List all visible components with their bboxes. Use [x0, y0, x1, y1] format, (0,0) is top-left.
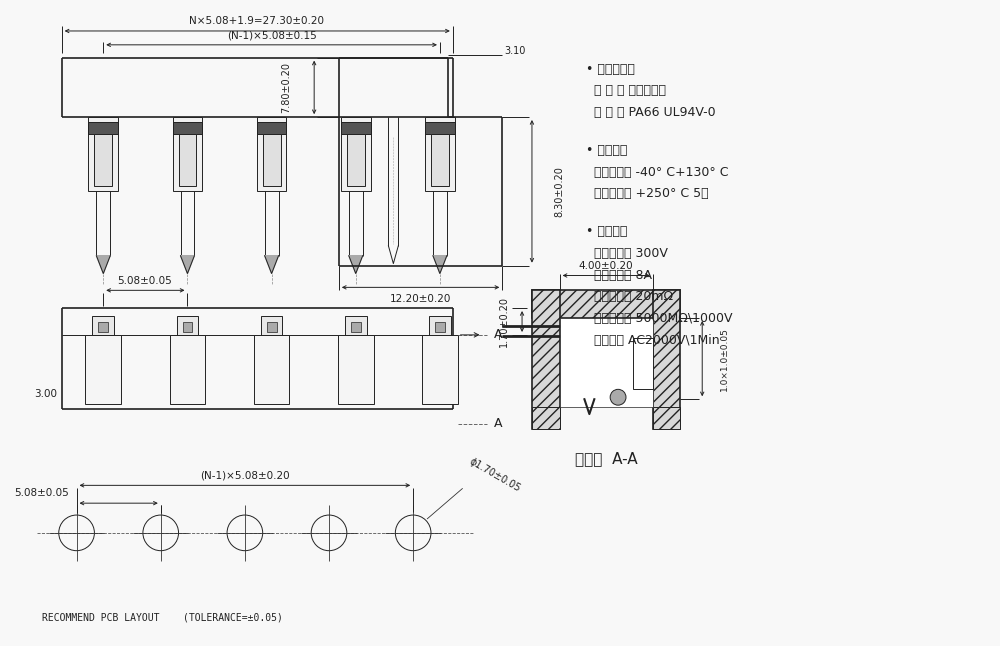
- Bar: [85, 335, 121, 342]
- Bar: [653, 407, 680, 429]
- Text: 5.08±0.05: 5.08±0.05: [118, 276, 172, 286]
- Bar: [261, 316, 282, 338]
- Text: 耐电压： AC2000V\1Min: 耐电压： AC2000V\1Min: [586, 334, 720, 347]
- Bar: [254, 335, 289, 342]
- Text: (N-1)×5.08±0.15: (N-1)×5.08±0.15: [227, 31, 316, 41]
- Bar: [173, 117, 202, 191]
- Bar: [257, 122, 286, 134]
- Bar: [653, 290, 680, 429]
- Polygon shape: [265, 256, 279, 273]
- Bar: [341, 117, 371, 191]
- Bar: [257, 117, 286, 191]
- Bar: [170, 335, 205, 342]
- Text: 焊 针 ： 黄銅，镍锡: 焊 针 ： 黄銅，镍锡: [586, 85, 666, 98]
- Bar: [88, 122, 118, 134]
- Polygon shape: [96, 256, 110, 273]
- Text: A: A: [494, 328, 503, 341]
- Text: RECOMMEND PCB LAYOUT    (TOLERANCE=±0.05): RECOMMEND PCB LAYOUT (TOLERANCE=±0.05): [42, 612, 283, 622]
- Bar: [435, 322, 445, 332]
- Bar: [177, 316, 198, 338]
- Bar: [560, 318, 653, 407]
- Text: 1.70±0.20: 1.70±0.20: [499, 295, 509, 346]
- Text: • 机械性能: • 机械性能: [586, 144, 628, 157]
- Text: 3.10: 3.10: [504, 46, 526, 56]
- Bar: [338, 335, 374, 342]
- Bar: [633, 338, 653, 390]
- Bar: [422, 335, 458, 404]
- Text: • 电气性能: • 电气性能: [586, 225, 628, 238]
- Bar: [170, 335, 205, 404]
- Text: 5.08±0.05: 5.08±0.05: [14, 488, 69, 498]
- Bar: [532, 290, 560, 429]
- Bar: [183, 322, 192, 332]
- Bar: [429, 316, 451, 338]
- Polygon shape: [433, 256, 447, 273]
- Bar: [98, 322, 108, 332]
- Bar: [85, 335, 121, 404]
- Text: 剖面图  A-A: 剖面图 A-A: [575, 451, 638, 466]
- Text: (N-1)×5.08±0.20: (N-1)×5.08±0.20: [200, 470, 290, 481]
- Bar: [532, 290, 680, 318]
- Bar: [341, 122, 371, 134]
- Text: 4.00±0.20: 4.00±0.20: [579, 260, 634, 271]
- Text: 绝缘电阴： 5000MΩ\1000V: 绝缘电阴： 5000MΩ\1000V: [586, 312, 733, 325]
- Text: ϕ1.70±0.05: ϕ1.70±0.05: [468, 457, 522, 494]
- Bar: [267, 322, 277, 332]
- Bar: [351, 322, 361, 332]
- Bar: [338, 335, 374, 404]
- Bar: [345, 316, 367, 338]
- Text: 3.00: 3.00: [34, 390, 57, 399]
- Text: 瞬时温度： +250° C 5秒: 瞬时温度： +250° C 5秒: [586, 187, 709, 200]
- Text: 1.0×1.0±0.05: 1.0×1.0±0.05: [720, 327, 729, 391]
- Text: 7.80±0.20: 7.80±0.20: [281, 62, 291, 113]
- Text: 8.30±0.20: 8.30±0.20: [555, 166, 565, 217]
- Text: 塑 件 ： PA66 UL94V-0: 塑 件 ： PA66 UL94V-0: [586, 106, 716, 120]
- Text: 额定电压： 300V: 额定电压： 300V: [586, 247, 668, 260]
- Bar: [92, 316, 114, 338]
- Text: 温度范围： -40° C+130° C: 温度范围： -40° C+130° C: [586, 165, 729, 178]
- Bar: [88, 117, 118, 191]
- Bar: [425, 122, 455, 134]
- Polygon shape: [349, 256, 363, 273]
- Bar: [94, 134, 112, 187]
- Bar: [422, 335, 458, 342]
- Text: • 材质及电镍: • 材质及电镍: [586, 63, 635, 76]
- Text: 12.20±0.20: 12.20±0.20: [389, 294, 451, 304]
- Text: A: A: [494, 417, 503, 430]
- Bar: [173, 122, 202, 134]
- Circle shape: [610, 390, 626, 405]
- Bar: [254, 335, 289, 404]
- Text: N×5.08+1.9=27.30±0.20: N×5.08+1.9=27.30±0.20: [189, 16, 324, 26]
- Bar: [263, 134, 281, 187]
- Bar: [347, 134, 365, 187]
- Text: 接触电阴： 20mΩ: 接触电阴： 20mΩ: [586, 290, 674, 304]
- Bar: [431, 134, 449, 187]
- Bar: [532, 407, 560, 429]
- Text: 额定电流： 8A: 额定电流： 8A: [586, 269, 652, 282]
- Bar: [179, 134, 196, 187]
- Polygon shape: [181, 256, 194, 273]
- Bar: [425, 117, 455, 191]
